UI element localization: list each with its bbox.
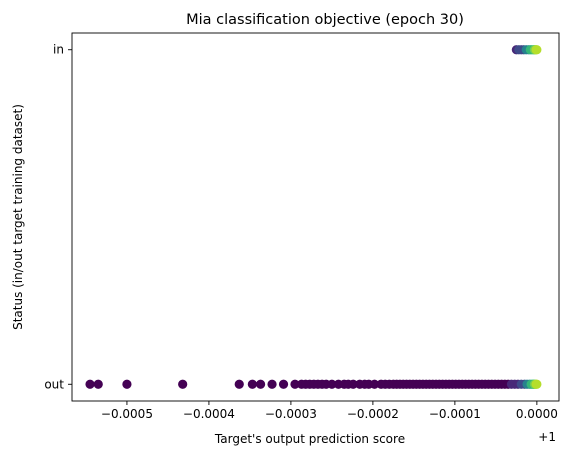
y-tick-label: out	[44, 377, 64, 391]
data-point-out	[178, 379, 188, 389]
points-layer	[85, 45, 542, 389]
data-point-out	[122, 379, 132, 389]
data-point-out	[327, 379, 337, 389]
data-point-out	[255, 379, 266, 389]
chart-title: Mia classification objective (epoch 30)	[186, 12, 464, 28]
data-point-out	[278, 379, 289, 389]
x-tick-label: −0.0004	[183, 407, 235, 421]
data-point-out	[267, 379, 277, 389]
x-offset-label: +1	[538, 430, 556, 444]
x-tick-label: −0.0002	[347, 407, 399, 421]
data-point-in	[532, 45, 542, 55]
y-axis-label: Status (in/out target training dataset)	[11, 104, 25, 330]
data-point-out	[532, 379, 542, 389]
x-tick-label: 0.0000	[516, 407, 558, 421]
data-point-out	[93, 379, 103, 389]
plot-frame	[71, 32, 560, 402]
x-axis-label: Target's output prediction score	[214, 432, 405, 446]
x-axis: −0.0005 −0.0004 −0.0003 −0.0002 −0.0001 0.000…	[101, 401, 558, 421]
data-point-out	[290, 379, 300, 389]
data-point-out	[85, 379, 95, 389]
y-tick-label: in	[53, 43, 64, 57]
data-point-out	[247, 379, 257, 389]
data-point-out	[234, 379, 244, 389]
data-point-out	[369, 379, 380, 389]
x-tick-label: −0.0003	[265, 407, 317, 421]
y-axis: out in	[44, 43, 72, 391]
data-point-out	[348, 379, 358, 389]
x-tick-label: −0.0005	[101, 407, 153, 421]
x-tick-label: −0.0001	[429, 407, 481, 421]
